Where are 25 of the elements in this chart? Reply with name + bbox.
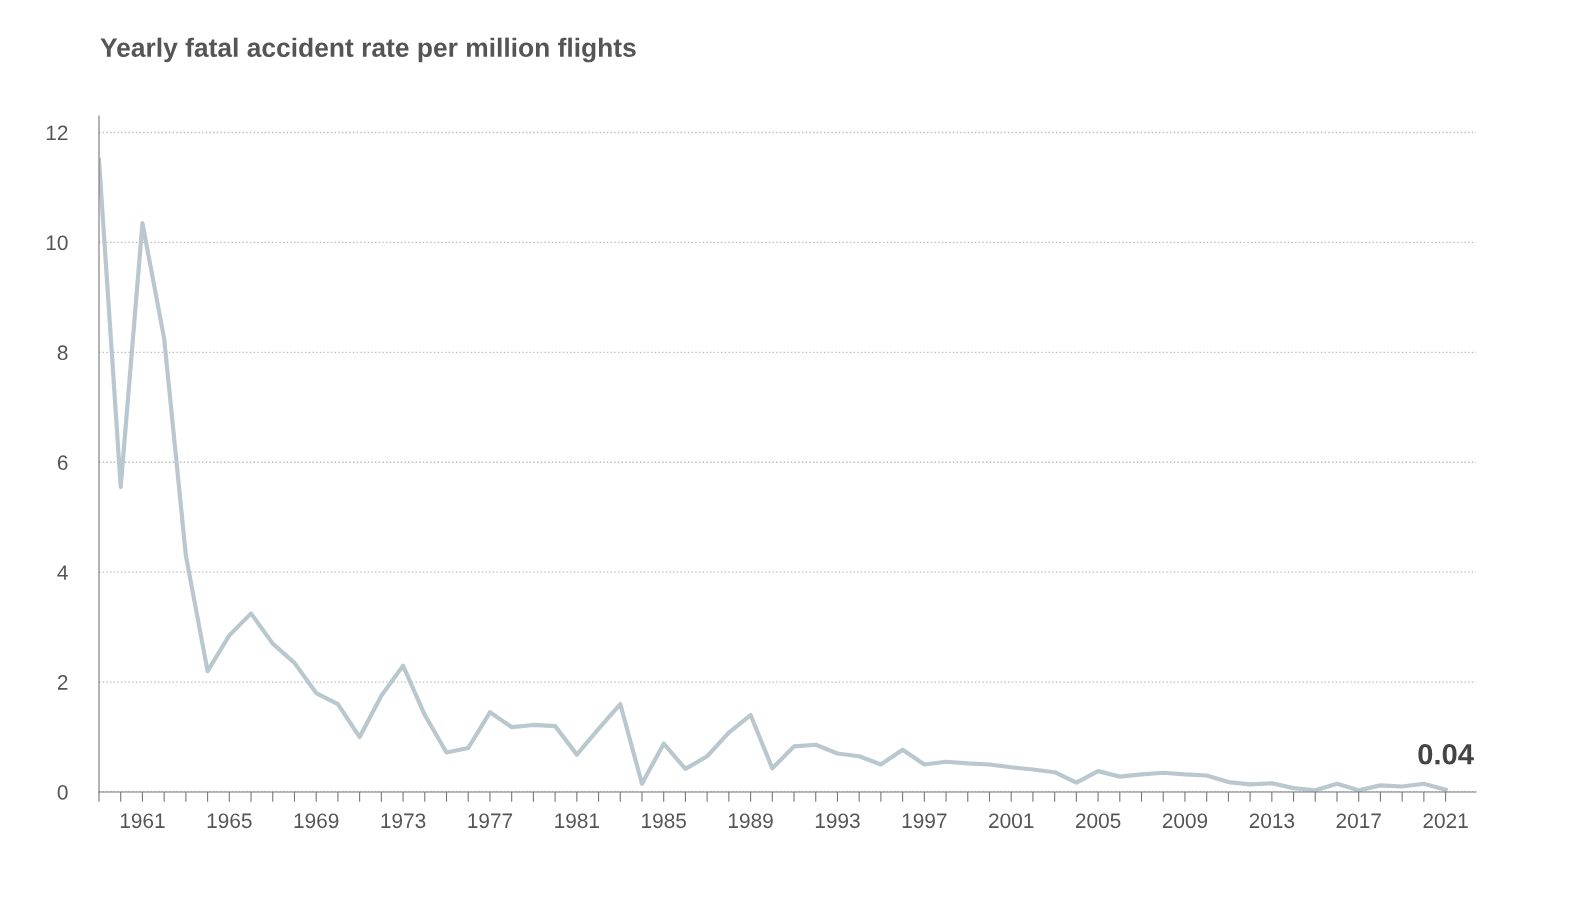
x-tick-label: 1977 <box>468 813 513 829</box>
y-tick-label: 0 <box>57 785 68 800</box>
data-label: 0.04 <box>1418 743 1474 765</box>
x-tick-label: 1997 <box>902 813 947 829</box>
y-tick-label: 8 <box>57 345 68 361</box>
y-tick-label: 12 <box>46 125 68 141</box>
x-tick-label: 1969 <box>294 813 339 829</box>
x-tick-label: 2001 <box>989 813 1034 829</box>
x-tick-label: 1981 <box>555 813 599 829</box>
x-tick-label: 1973 <box>381 813 426 829</box>
x-tick-label: 1961 <box>120 813 165 829</box>
x-tick-label: 1993 <box>815 813 860 829</box>
y-tick-label: 10 <box>46 235 68 251</box>
x-tick-label: 1965 <box>207 813 252 829</box>
y-tick-label: 6 <box>57 455 68 470</box>
x-tick-label: 2005 <box>1075 813 1121 829</box>
x-tick-label: 2021 <box>1423 813 1468 829</box>
y-tick-label: 2 <box>57 675 68 690</box>
x-tick-label: 1985 <box>642 813 686 829</box>
x-tick-label: 2013 <box>1249 813 1295 829</box>
chart-title: Yearly fatal accident rate per million flights <box>100 37 636 63</box>
x-tick-label: 2009 <box>1162 813 1208 829</box>
y-tick-label: 4 <box>57 565 68 580</box>
x-tick-label: 1989 <box>729 813 773 829</box>
x-tick-label: 2017 <box>1336 813 1381 829</box>
